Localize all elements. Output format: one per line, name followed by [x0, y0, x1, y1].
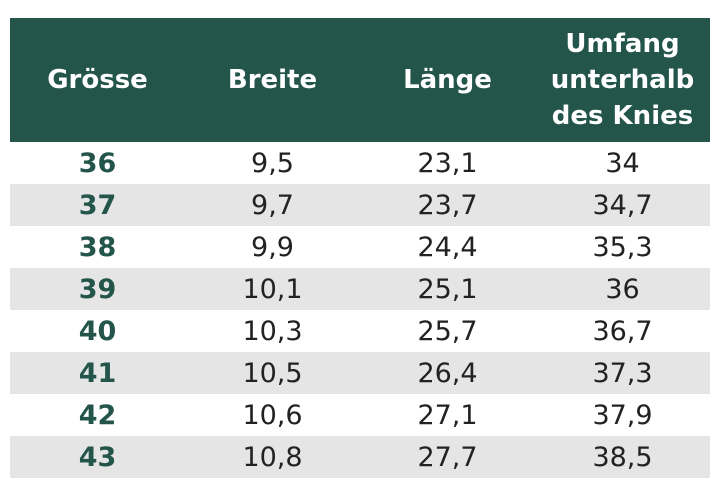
size-table: Grösse Breite Länge Umfang unterhalb des… [10, 18, 710, 478]
umfang-cell: 36 [605, 273, 640, 305]
laenge-cell: 24,4 [417, 231, 478, 263]
umfang-cell: 37,3 [592, 357, 653, 389]
breite-cell: 10,1 [242, 273, 303, 305]
table-row: 36 9,5 23,1 34 [10, 142, 710, 184]
size-cell: 36 [78, 147, 117, 179]
umfang-cell: 36,7 [592, 315, 653, 347]
umfang-cell: 34 [605, 147, 640, 179]
umfang-cell: 37,9 [592, 399, 653, 431]
header-laenge: Länge [403, 65, 492, 95]
breite-cell: 10,3 [242, 315, 303, 347]
size-cell: 38 [78, 231, 117, 263]
table-header: Grösse Breite Länge Umfang unterhalb des… [10, 18, 710, 142]
header-groesse: Grösse [47, 65, 148, 95]
table-row: 41 10,5 26,4 37,3 [10, 352, 710, 394]
table-row: 39 10,1 25,1 36 [10, 268, 710, 310]
table-row: 43 10,8 27,7 38,5 [10, 436, 710, 478]
size-cell: 43 [78, 441, 117, 473]
size-cell: 42 [78, 399, 117, 431]
breite-cell: 10,6 [242, 399, 303, 431]
laenge-cell: 25,7 [417, 315, 478, 347]
breite-cell: 9,5 [251, 147, 294, 179]
table-row: 38 9,9 24,4 35,3 [10, 226, 710, 268]
table-row: 40 10,3 25,7 36,7 [10, 310, 710, 352]
breite-cell: 9,7 [251, 189, 294, 221]
size-cell: 37 [78, 189, 117, 221]
laenge-cell: 27,1 [417, 399, 478, 431]
laenge-cell: 23,1 [417, 147, 478, 179]
laenge-cell: 26,4 [417, 357, 478, 389]
size-cell: 40 [78, 315, 117, 347]
size-cell: 41 [78, 357, 117, 389]
breite-cell: 10,8 [242, 441, 303, 473]
umfang-cell: 38,5 [592, 441, 653, 473]
size-cell: 39 [78, 273, 117, 305]
laenge-cell: 23,7 [417, 189, 478, 221]
header-breite: Breite [227, 65, 318, 95]
laenge-cell: 27,7 [417, 441, 478, 473]
breite-cell: 10,5 [242, 357, 303, 389]
table-row: 37 9,7 23,7 34,7 [10, 184, 710, 226]
header-umfang: Umfang unterhalb des Knies [550, 29, 695, 131]
laenge-cell: 25,1 [417, 273, 478, 305]
table-row: 42 10,6 27,1 37,9 [10, 394, 710, 436]
umfang-cell: 35,3 [592, 231, 653, 263]
umfang-cell: 34,7 [592, 189, 653, 221]
breite-cell: 9,9 [251, 231, 294, 263]
